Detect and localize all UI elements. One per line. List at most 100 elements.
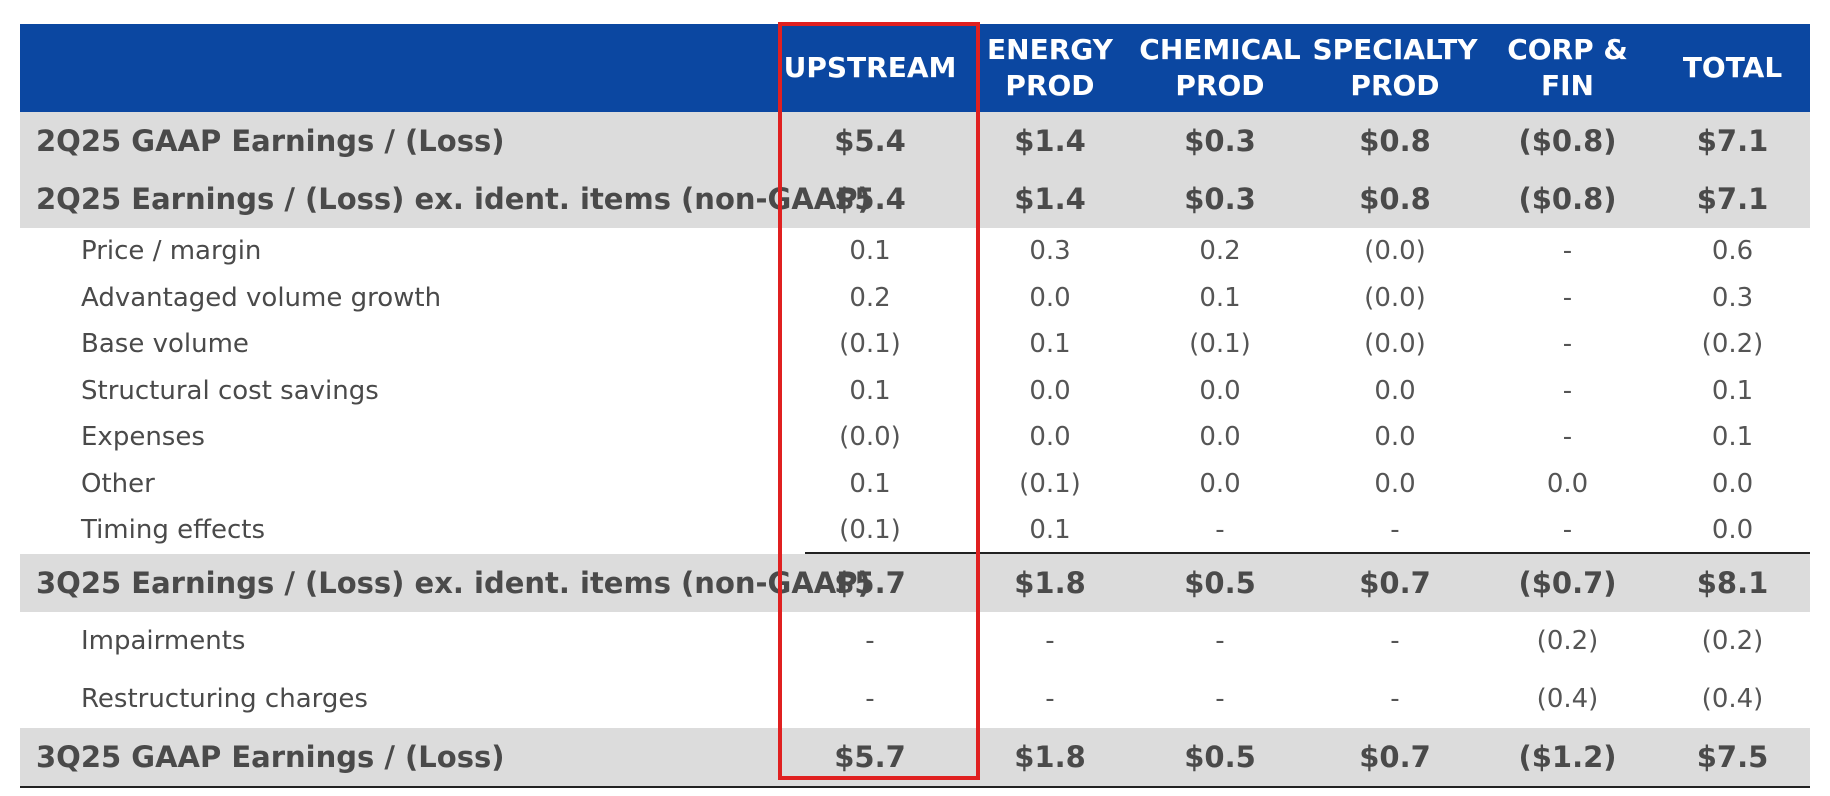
cell-chemical-prod: 0.2 bbox=[1199, 236, 1241, 266]
col-header-total: TOTAL bbox=[1682, 51, 1783, 84]
row-label: Other bbox=[81, 468, 155, 499]
cell-specialty-prod: - bbox=[1390, 626, 1400, 656]
row-label: Price / margin bbox=[81, 236, 262, 266]
cell-total: $7.1 bbox=[1696, 124, 1769, 158]
row-label: Timing effects bbox=[81, 515, 266, 545]
cell-chemical-prod: 0.0 bbox=[1199, 422, 1241, 452]
cell-energy-prod: $1.8 bbox=[1014, 740, 1086, 774]
cell-chemical-prod: $0.3 bbox=[1184, 124, 1256, 158]
row-label: 3Q25 Earnings / (Loss) ex. ident. items … bbox=[36, 566, 871, 600]
table-row-3q25-non-gaap: 3Q25 Earnings / (Loss) ex. ident. items … bbox=[20, 554, 1810, 612]
cell-corp-fin: ($0.8) bbox=[1518, 182, 1617, 216]
cell-specialty-prod: $0.7 bbox=[1359, 566, 1431, 600]
cell-total: (0.4) bbox=[1701, 684, 1764, 714]
cell-chemical-prod: $0.5 bbox=[1184, 566, 1256, 600]
cell-corp-fin: - bbox=[1562, 515, 1573, 545]
cell-corp-fin: (0.4) bbox=[1536, 684, 1599, 714]
cell-total: 0.3 bbox=[1711, 282, 1754, 313]
row-label: Restructuring charges bbox=[81, 684, 368, 714]
row-label: 2Q25 GAAP Earnings / (Loss) bbox=[36, 124, 505, 158]
cell-chemical-prod: 0.1 bbox=[1199, 282, 1241, 313]
table-row-restructuring-charges: Restructuring charges - - - - (0.4) (0.4… bbox=[20, 670, 1810, 728]
cell-energy-prod: 0.1 bbox=[1029, 515, 1071, 545]
table-row-expenses: Expenses (0.0) 0.0 0.0 0.0 - 0.1 bbox=[20, 414, 1810, 460]
cell-upstream: 0.1 bbox=[849, 375, 891, 406]
cell-upstream: $5.7 bbox=[834, 740, 906, 774]
cell-energy-prod: 0.0 bbox=[1029, 422, 1071, 452]
cell-upstream: (0.0) bbox=[839, 422, 901, 452]
row-label: Structural cost savings bbox=[81, 375, 379, 406]
cell-specialty-prod: 0.0 bbox=[1374, 468, 1416, 499]
col-header-energy-prod: ENERGY PROD bbox=[987, 33, 1113, 102]
upstream-highlight-box bbox=[778, 22, 980, 780]
cell-specialty-prod: (0.0) bbox=[1364, 236, 1426, 266]
cell-upstream: 0.2 bbox=[849, 282, 891, 313]
table-row-base-volume: Base volume (0.1) 0.1 (0.1) (0.0) - (0.2… bbox=[20, 321, 1810, 367]
cell-total: (0.2) bbox=[1701, 626, 1764, 656]
cell-energy-prod: $1.4 bbox=[1014, 124, 1086, 158]
cell-energy-prod: $1.8 bbox=[1014, 566, 1086, 600]
cell-corp-fin: - bbox=[1562, 236, 1573, 266]
cell-upstream: - bbox=[865, 626, 875, 656]
cell-upstream: $5.4 bbox=[834, 182, 906, 216]
table-row-timing-effects: Timing effects (0.1) 0.1 - - - 0.0 bbox=[20, 507, 1810, 553]
cell-corp-fin: - bbox=[1562, 282, 1573, 313]
cell-corp-fin: - bbox=[1562, 375, 1573, 406]
cell-total: $7.1 bbox=[1696, 182, 1769, 216]
cell-chemical-prod: $0.5 bbox=[1184, 740, 1256, 774]
cell-upstream: $5.4 bbox=[834, 124, 906, 158]
cell-specialty-prod: - bbox=[1390, 684, 1400, 714]
cell-chemical-prod: 0.0 bbox=[1199, 375, 1241, 406]
col-header-upstream: UPSTREAM bbox=[783, 51, 957, 84]
cell-corp-fin: ($0.7) bbox=[1518, 566, 1617, 600]
col-header-specialty-prod: SPECIALTY PROD bbox=[1312, 33, 1478, 102]
cell-specialty-prod: $0.7 bbox=[1359, 740, 1431, 774]
cell-specialty-prod: - bbox=[1390, 515, 1400, 545]
cell-total: 0.0 bbox=[1711, 515, 1754, 545]
cell-energy-prod: - bbox=[1045, 626, 1055, 656]
cell-corp-fin: ($1.2) bbox=[1518, 740, 1617, 774]
row-label: Expenses bbox=[81, 422, 205, 452]
col-header-chemical-prod: CHEMICAL PROD bbox=[1139, 33, 1301, 102]
cell-corp-fin: 0.0 bbox=[1546, 468, 1589, 499]
cell-specialty-prod: (0.0) bbox=[1364, 282, 1426, 313]
cell-energy-prod: 0.3 bbox=[1029, 236, 1071, 266]
cell-energy-prod: (0.1) bbox=[1019, 468, 1081, 499]
cell-total: 0.1 bbox=[1711, 375, 1754, 406]
cell-corp-fin: - bbox=[1562, 422, 1573, 452]
cell-energy-prod: $1.4 bbox=[1014, 182, 1086, 216]
cell-energy-prod: 0.1 bbox=[1029, 329, 1071, 359]
cell-chemical-prod: - bbox=[1215, 684, 1225, 714]
cell-total: $8.1 bbox=[1696, 566, 1769, 600]
cell-corp-fin: (0.2) bbox=[1536, 626, 1599, 656]
table-row-structural-cost-savings: Structural cost savings 0.1 0.0 0.0 0.0 … bbox=[20, 367, 1810, 414]
subtotal-rule bbox=[805, 552, 1810, 554]
cell-total: 0.6 bbox=[1711, 236, 1754, 266]
cell-chemical-prod: - bbox=[1215, 515, 1225, 545]
cell-upstream: (0.1) bbox=[839, 515, 901, 545]
cell-upstream: 0.1 bbox=[849, 468, 891, 499]
cell-chemical-prod: $0.3 bbox=[1184, 182, 1256, 216]
cell-energy-prod: - bbox=[1045, 684, 1055, 714]
cell-total: 0.0 bbox=[1711, 468, 1754, 499]
table-row-other: Other 0.1 (0.1) 0.0 0.0 0.0 0.0 bbox=[20, 460, 1810, 507]
row-label: Impairments bbox=[81, 626, 246, 656]
cell-corp-fin: ($0.8) bbox=[1518, 124, 1617, 158]
cell-total: (0.2) bbox=[1701, 329, 1764, 359]
cell-total: 0.1 bbox=[1711, 422, 1754, 452]
row-label: 2Q25 Earnings / (Loss) ex. ident. items … bbox=[36, 182, 871, 216]
cell-chemical-prod: 0.0 bbox=[1199, 468, 1241, 499]
row-label: 3Q25 GAAP Earnings / (Loss) bbox=[36, 740, 505, 774]
table-row-2q25-non-gaap: 2Q25 Earnings / (Loss) ex. ident. items … bbox=[20, 170, 1810, 228]
row-label: Base volume bbox=[81, 329, 249, 359]
cell-specialty-prod: $0.8 bbox=[1359, 182, 1431, 216]
cell-upstream: - bbox=[865, 684, 875, 714]
table-row-impairments: Impairments - - - - (0.2) (0.2) bbox=[20, 612, 1810, 670]
cell-specialty-prod: 0.0 bbox=[1374, 422, 1416, 452]
cell-upstream: 0.1 bbox=[849, 236, 891, 266]
cell-upstream: $5.7 bbox=[834, 566, 906, 600]
table-header: UPSTREAM ENERGY PROD CHEMICAL PROD SPECIAL… bbox=[20, 24, 1810, 112]
table-row-advantaged-volume: Advantaged volume growth 0.2 0.0 0.1 (0.… bbox=[20, 274, 1810, 321]
table-row-2q25-gaap: 2Q25 GAAP Earnings / (Loss) $5.4 $1.4 $0… bbox=[20, 112, 1810, 170]
table-row-price-margin: Price / margin 0.1 0.3 0.2 (0.0) - 0.6 bbox=[20, 228, 1810, 274]
